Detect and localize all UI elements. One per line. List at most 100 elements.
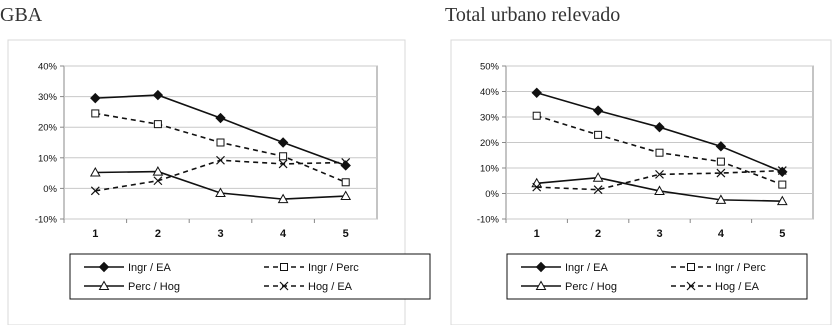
legend-marker xyxy=(98,280,110,290)
y-tick-label: 10% xyxy=(480,164,500,175)
legend-marker xyxy=(280,263,288,271)
series-line xyxy=(536,169,783,191)
legend-item: Ingr / Perc xyxy=(264,262,359,274)
x-tick-label: 3 xyxy=(217,228,223,240)
data-point xyxy=(216,155,225,165)
y-tick-label: 20% xyxy=(480,138,500,149)
y-tick-label: 50% xyxy=(480,62,500,73)
data-point xyxy=(532,111,541,120)
data-point xyxy=(215,112,226,124)
legend-box xyxy=(506,253,808,300)
series-ingr---perc xyxy=(532,111,787,189)
data-point xyxy=(278,159,288,169)
legend-label: Ingr / Perc xyxy=(715,262,766,274)
data-point xyxy=(152,166,164,176)
legend-label: Hog / EA xyxy=(715,281,760,293)
data-point xyxy=(776,195,788,206)
y-tick-label: 30% xyxy=(480,113,500,124)
data-point xyxy=(594,130,603,139)
legend-label: Perc / Hog xyxy=(565,281,617,293)
y-tick-label: -10% xyxy=(477,215,500,226)
legend-box xyxy=(69,253,431,300)
legend-marker xyxy=(686,281,696,291)
data-point xyxy=(592,172,604,182)
x-tick-label: 2 xyxy=(155,228,161,240)
x-tick-label: 4 xyxy=(280,228,287,240)
data-point xyxy=(654,121,665,133)
legend-label: Hog / EA xyxy=(308,281,353,293)
legend: Ingr / EA Ingr / Perc Perc / Hog Hog / EA xyxy=(506,253,808,300)
legend-item: Ingr / EA xyxy=(84,261,171,274)
chart-0: -10% 0% 10% 20% 30% 40% 1 2 3 4 5 Ingr / EA Ingr / P… xyxy=(7,39,431,325)
legend-marker xyxy=(98,261,110,273)
data-point xyxy=(340,190,352,201)
data-point xyxy=(153,120,162,129)
data-point xyxy=(91,109,100,118)
data-point xyxy=(277,137,289,148)
data-point xyxy=(655,148,664,157)
legend-item: Perc / Hog xyxy=(521,280,617,293)
legend-item: Perc / Hog xyxy=(84,280,180,293)
data-point xyxy=(715,141,727,152)
legend-label: Ingr / EA xyxy=(565,262,608,274)
legend-item: Hog / EA xyxy=(671,281,760,293)
data-point xyxy=(341,157,351,167)
data-point xyxy=(593,185,603,195)
data-point xyxy=(592,105,604,116)
legend-item: Hog / EA xyxy=(264,281,353,293)
chart-title-total-urbano: Total urbano relevado xyxy=(445,4,621,26)
legend-label: Perc / Hog xyxy=(128,281,180,293)
x-tick-label: 4 xyxy=(718,228,725,240)
y-tick-label: -10% xyxy=(35,215,58,226)
data-point xyxy=(277,193,289,204)
x-tick-label: 3 xyxy=(656,228,662,240)
x-tick-label: 5 xyxy=(343,228,349,240)
series-perc---hog xyxy=(89,166,352,204)
x-tick-label: 1 xyxy=(534,228,540,240)
legend-marker xyxy=(535,280,547,290)
series-hog---ea xyxy=(90,155,351,196)
data-point xyxy=(279,152,288,161)
data-point xyxy=(654,185,665,195)
data-point xyxy=(716,157,725,166)
data-point xyxy=(715,194,727,204)
data-point xyxy=(532,182,542,192)
y-tick-label: 0% xyxy=(485,189,499,200)
data-point xyxy=(777,166,787,175)
chart-title-gba: GBA xyxy=(0,4,43,26)
data-point xyxy=(778,180,787,189)
legend-marker xyxy=(687,263,695,271)
legend-label: Ingr / Perc xyxy=(308,262,359,274)
data-point xyxy=(531,87,542,98)
data-point xyxy=(655,169,664,179)
series-ingr---perc xyxy=(91,109,350,187)
legend-label: Ingr / EA xyxy=(128,262,171,274)
y-tick-label: 40% xyxy=(38,62,58,73)
y-tick-label: 10% xyxy=(38,153,58,164)
y-tick-label: 20% xyxy=(38,123,58,134)
x-tick-label: 1 xyxy=(92,228,98,240)
data-point xyxy=(89,166,101,177)
y-tick-label: 0% xyxy=(43,184,57,195)
data-point xyxy=(90,186,100,196)
legend-item: Ingr / Perc xyxy=(671,262,766,274)
legend-marker xyxy=(279,281,289,291)
data-point xyxy=(153,176,163,186)
y-tick-label: 30% xyxy=(38,92,58,103)
x-tick-label: 2 xyxy=(595,228,601,240)
data-point xyxy=(215,187,226,197)
legend-marker xyxy=(535,261,547,273)
legend-item: Ingr / EA xyxy=(521,261,608,274)
data-point xyxy=(341,178,350,187)
legend: Ingr / EA Ingr / Perc Perc / Hog Hog / EA xyxy=(69,253,431,300)
series-hog---ea xyxy=(532,166,787,195)
data-point xyxy=(152,89,164,101)
data-point xyxy=(90,92,101,104)
y-tick-label: 40% xyxy=(480,87,500,98)
data-point xyxy=(216,138,225,147)
x-tick-label: 5 xyxy=(779,228,785,240)
data-point xyxy=(716,168,726,178)
series-ingr---ea xyxy=(531,87,788,178)
